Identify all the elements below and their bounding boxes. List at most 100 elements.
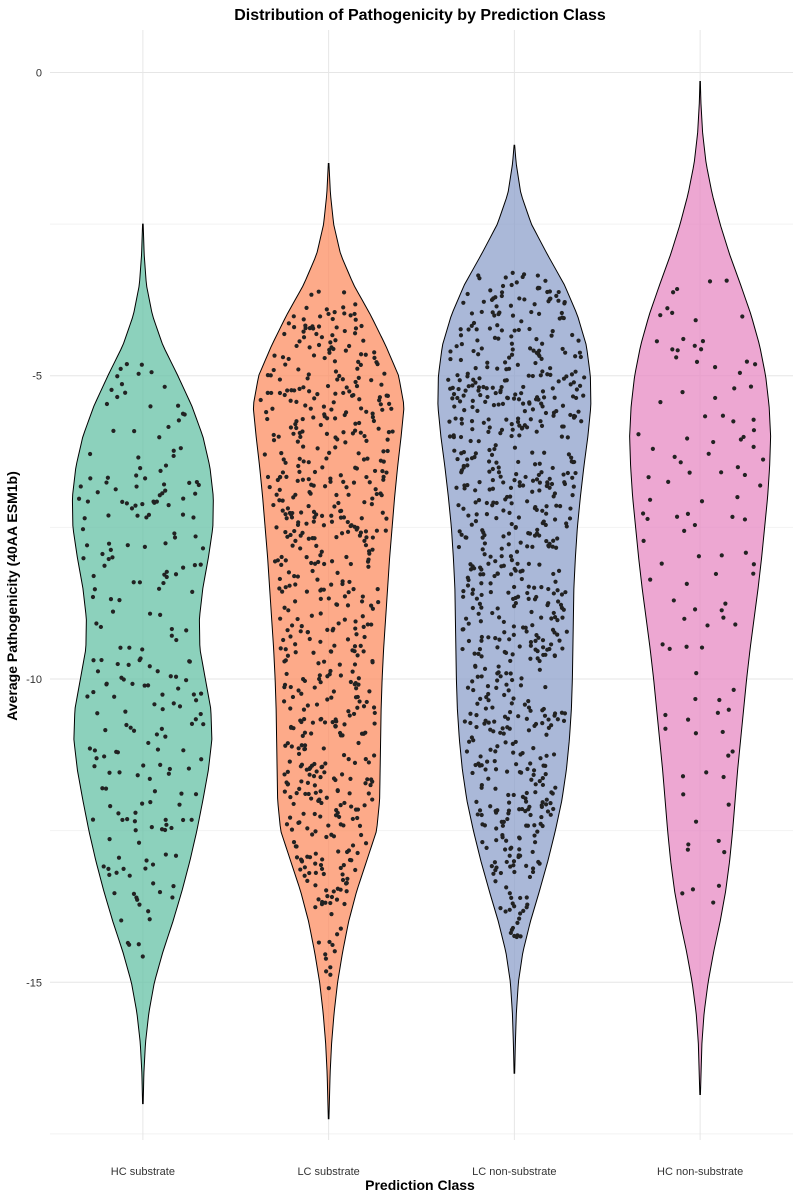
data-point: [551, 806, 556, 812]
data-point: [324, 431, 330, 436]
data-point: [337, 662, 342, 667]
data-point: [543, 802, 549, 807]
data-point: [116, 811, 121, 816]
data-point: [126, 662, 131, 667]
data-point: [513, 392, 518, 397]
data-point: [306, 536, 311, 541]
data-point: [516, 459, 521, 465]
data-point: [356, 375, 361, 380]
data-point: [517, 433, 522, 438]
data-point: [282, 605, 287, 610]
data-point: [160, 707, 165, 712]
data-point: [537, 861, 542, 866]
data-point: [333, 369, 339, 374]
data-point: [298, 546, 303, 551]
data-point: [147, 664, 152, 669]
data-point: [640, 511, 646, 516]
data-point: [692, 343, 697, 348]
data-point: [314, 331, 319, 337]
data-point: [178, 446, 183, 451]
data-point: [309, 292, 314, 297]
data-point: [326, 986, 331, 991]
data-point: [316, 559, 321, 565]
data-point: [111, 428, 116, 433]
data-point: [382, 371, 387, 376]
data-point: [693, 318, 698, 323]
data-point: [446, 377, 451, 382]
data-point: [82, 516, 87, 521]
data-point: [88, 451, 93, 457]
data-point: [330, 942, 335, 948]
data-point: [487, 447, 492, 453]
data-point: [530, 849, 535, 855]
data-point: [498, 730, 503, 735]
data-point: [510, 652, 515, 657]
data-point: [466, 638, 472, 644]
data-point: [472, 651, 477, 656]
data-point: [328, 479, 333, 484]
data-point: [543, 772, 548, 777]
data-point: [490, 486, 496, 491]
data-point: [559, 310, 564, 316]
data-point: [517, 916, 522, 921]
data-point: [356, 451, 361, 456]
data-point: [470, 587, 476, 592]
data-point: [498, 906, 503, 911]
data-point: [288, 725, 294, 730]
data-point: [477, 647, 483, 652]
data-point: [305, 854, 310, 859]
data-point: [474, 327, 479, 332]
data-point: [364, 409, 369, 414]
data-point: [711, 439, 716, 445]
data-point: [540, 823, 545, 829]
data-point: [171, 884, 176, 889]
data-point: [362, 433, 367, 439]
data-point: [368, 782, 373, 788]
data-point: [526, 705, 532, 710]
data-point: [146, 512, 152, 517]
data-point: [187, 480, 192, 485]
data-point: [527, 804, 532, 809]
data-point: [469, 323, 474, 328]
data-point: [127, 645, 132, 650]
data-point: [290, 694, 296, 700]
data-point: [494, 460, 499, 465]
data-point: [546, 717, 551, 722]
data-point: [486, 417, 491, 422]
data-point: [485, 684, 491, 689]
data-point: [289, 744, 294, 749]
data-point: [464, 535, 469, 540]
data-point: [534, 531, 540, 536]
data-point: [510, 741, 515, 746]
y-tick-label: -15: [26, 977, 42, 989]
data-point: [366, 564, 371, 569]
data-point: [187, 659, 192, 664]
data-point: [283, 362, 288, 367]
data-point: [181, 565, 186, 570]
data-point: [501, 534, 506, 539]
data-point: [530, 373, 535, 379]
data-point: [561, 424, 566, 429]
data-point: [548, 372, 553, 377]
data-point: [289, 827, 295, 832]
data-point: [516, 397, 522, 402]
data-point: [498, 388, 503, 393]
data-point: [526, 699, 531, 704]
data-point: [316, 324, 322, 329]
data-point: [284, 822, 290, 827]
data-point: [478, 392, 483, 398]
data-point: [167, 766, 172, 772]
data-point: [353, 317, 358, 322]
data-point: [289, 515, 295, 520]
y-axis-title: Average Pathogenicity (40AA ESM1b): [4, 471, 20, 720]
data-point: [140, 647, 145, 652]
data-point: [452, 404, 457, 409]
data-point: [499, 546, 504, 551]
data-point: [473, 762, 478, 768]
data-point: [271, 432, 276, 438]
data-point: [181, 748, 186, 753]
data-point: [462, 486, 467, 491]
jitter-points: [76, 270, 766, 991]
data-point: [577, 383, 583, 388]
data-point: [389, 406, 394, 411]
